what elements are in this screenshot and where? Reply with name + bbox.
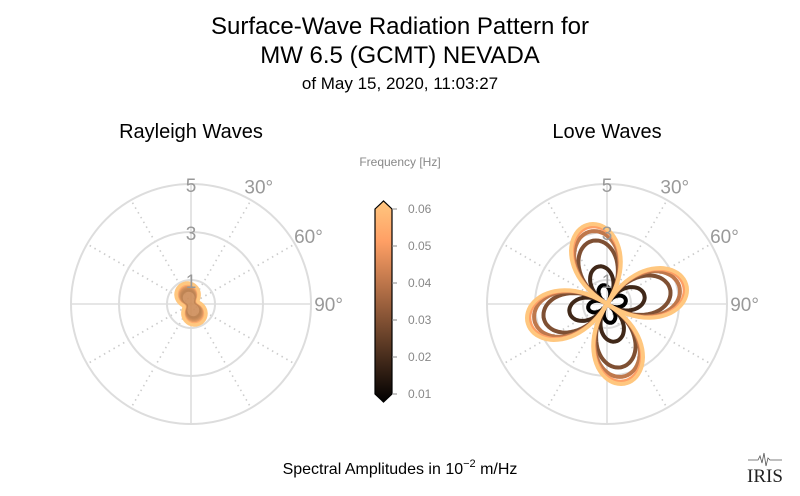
subtitle: of May 15, 2020, 11:03:27	[302, 74, 498, 93]
radial-tick-label: 3	[186, 224, 197, 245]
angular-gridline	[546, 199, 608, 305]
colorbar-tick-label: 0.06	[408, 202, 432, 216]
angle-tick-label: 30°	[244, 178, 273, 199]
title-line-2: MW 6.5 (GCMT) NEVADA	[260, 42, 540, 69]
radial-gridline	[70, 183, 312, 425]
colorbar-tick-label: 0.02	[408, 350, 432, 364]
pattern-curve-0.06	[174, 281, 208, 327]
radial-gridline	[166, 279, 216, 329]
angular-gridline	[130, 303, 192, 409]
radial-tick-label: 1	[186, 272, 197, 293]
angular-gridline	[606, 303, 712, 365]
angular-gridline	[190, 303, 252, 409]
colorbar-gradient	[374, 200, 393, 403]
angular-gridline	[502, 303, 608, 365]
colorbar-tick-label: 0.04	[408, 276, 432, 290]
svg-text:IRIS: IRIS	[747, 466, 783, 487]
radial-tick-label: 3	[602, 224, 613, 245]
title-line-1: Surface-Wave Radiation Pattern for	[211, 13, 589, 40]
angular-gridline	[86, 303, 192, 365]
rayleigh-title: Rayleigh Waves	[119, 121, 263, 143]
colorbar-label: Frequency [Hz]	[359, 155, 440, 169]
angular-gridline	[190, 199, 252, 305]
rayleigh-polar-plot: 1 3 5 30° 60° 90°	[70, 176, 343, 425]
angular-gridline	[606, 199, 668, 305]
colorbar: Frequency [Hz] 0.06 0.05 0.04 0.03 0.02 0.01	[359, 155, 441, 403]
colorbar-tick-label: 0.03	[408, 313, 432, 327]
angle-tick-label: 30°	[660, 178, 689, 199]
angle-tick-label: 90°	[730, 295, 759, 316]
angular-gridline	[130, 199, 192, 305]
angle-tick-label: 90°	[314, 295, 343, 316]
angular-gridline	[190, 303, 296, 365]
angular-gridline	[86, 243, 192, 305]
angular-gridline	[606, 303, 668, 409]
pattern-curve-0.06	[525, 222, 689, 386]
radial-gridline	[582, 279, 632, 329]
colorbar-tick-label: 0.05	[408, 239, 432, 253]
angle-tick-label: 60°	[710, 227, 739, 248]
angular-gridline	[502, 243, 608, 305]
radial-tick-label: 5	[602, 176, 613, 197]
angle-tick-label: 60°	[294, 227, 323, 248]
radial-gridline	[118, 231, 264, 377]
radial-tick-label: 5	[186, 176, 197, 197]
angular-gridline	[190, 243, 296, 305]
iris-logo: IRIS	[747, 452, 783, 487]
angular-gridline	[606, 243, 712, 305]
radial-tick-label: 1	[602, 272, 613, 293]
love-polar-plot: 1 3 5 30° 60° 90°	[486, 176, 759, 425]
angular-gridline	[546, 303, 608, 409]
love-title: Love Waves	[552, 121, 661, 143]
radial-gridline	[486, 183, 728, 425]
colorbar-tick-label: 0.01	[408, 387, 432, 401]
x-axis-label: Spectral Amplitudes in 10−2 m/Hz	[283, 458, 518, 478]
